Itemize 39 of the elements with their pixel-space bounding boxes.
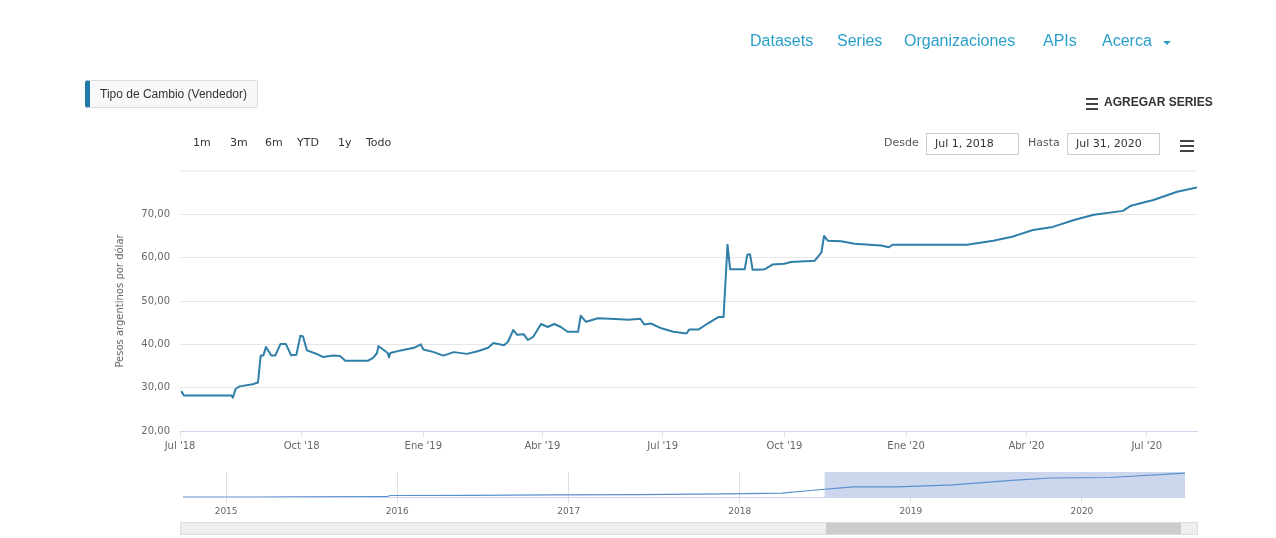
x-tick-label: 2017 bbox=[557, 505, 581, 516]
text: Todo bbox=[366, 136, 392, 149]
x-tick-label: Ene '19 bbox=[404, 439, 443, 451]
text: Series bbox=[837, 32, 883, 50]
x-tick-label: 2019 bbox=[899, 505, 923, 516]
x-tick-label: Oct '19 bbox=[766, 439, 803, 451]
x-tick-label: Ene '20 bbox=[887, 439, 925, 451]
y-tick-label: 20,00 bbox=[141, 424, 170, 436]
y-tick-label: 30,00 bbox=[141, 381, 170, 393]
x-tick-label: Abr '20 bbox=[1008, 439, 1045, 451]
chart-title: Tipo de Cambio (Vendedor) bbox=[85, 80, 258, 108]
text: 1y bbox=[338, 136, 352, 149]
x-tick-label: Oct '18 bbox=[283, 439, 320, 451]
x-tick-label: Jul '18 bbox=[163, 439, 196, 451]
y-axis-title: Pesos argentinos por dólar bbox=[113, 233, 125, 368]
x-tick-label: 2020 bbox=[1070, 505, 1094, 516]
text: YTD bbox=[297, 136, 319, 149]
text: Organizaciones bbox=[904, 32, 1016, 50]
text: AGREGAR SERIES bbox=[1104, 95, 1213, 109]
y-tick-label: 40,00 bbox=[141, 337, 170, 349]
text: Desde bbox=[884, 136, 919, 149]
x-tick-label: 2018 bbox=[728, 505, 752, 516]
x-tick-label: Jul '20 bbox=[1130, 439, 1163, 451]
x-tick-label: Jul '19 bbox=[646, 439, 679, 451]
text: 3m bbox=[230, 136, 248, 149]
text: 6m bbox=[265, 136, 283, 149]
text: Jul 1, 2018 bbox=[926, 133, 1019, 155]
text: 1m bbox=[193, 136, 211, 149]
text: Jul 31, 2020 bbox=[1067, 133, 1160, 155]
x-tick-label: Abr '19 bbox=[524, 439, 561, 451]
text: Acerca bbox=[1102, 32, 1152, 50]
y-tick-label: 70,00 bbox=[141, 207, 170, 219]
text: Hasta bbox=[1028, 136, 1060, 149]
x-tick-label: 2015 bbox=[214, 505, 238, 516]
y-tick-label: 50,00 bbox=[141, 294, 170, 306]
x-tick-label: 2016 bbox=[385, 505, 409, 516]
text: APIs bbox=[1043, 32, 1077, 50]
text: Datasets bbox=[750, 32, 814, 50]
y-tick-label: 60,00 bbox=[141, 251, 170, 263]
